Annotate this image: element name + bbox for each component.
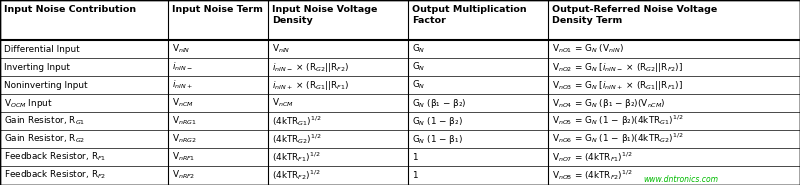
- Text: Output-Referred Noise Voltage
Density Term: Output-Referred Noise Voltage Density Te…: [552, 5, 718, 25]
- Text: V$_{nO5}$ = G$_N$ (1 − β₂)(4kTR$_{G1}$)$^{1/2}$: V$_{nO5}$ = G$_N$ (1 − β₂)(4kTR$_{G1}$)$…: [552, 114, 683, 128]
- Text: 1: 1: [412, 152, 418, 162]
- Text: V$_{nCM}$: V$_{nCM}$: [172, 97, 194, 109]
- Text: (4kTR$_{F1}$)$^{1/2}$: (4kTR$_{F1}$)$^{1/2}$: [272, 150, 321, 164]
- Text: G$_N$ (1 − β₁): G$_N$ (1 − β₁): [412, 132, 463, 145]
- Text: V$_{nRG2}$: V$_{nRG2}$: [172, 133, 197, 145]
- Text: $i_{nIN+}$ × (R$_{G1}$||R$_{F1}$): $i_{nIN+}$ × (R$_{G1}$||R$_{F1}$): [272, 78, 350, 92]
- Text: Inverting Input: Inverting Input: [4, 63, 70, 71]
- Text: G$_N$: G$_N$: [412, 43, 426, 55]
- Text: Gain Resistor, R$_{G1}$: Gain Resistor, R$_{G1}$: [4, 115, 85, 127]
- Text: $i_{nIN-}$: $i_{nIN-}$: [172, 61, 193, 73]
- Text: Feedback Resistor, R$_{F2}$: Feedback Resistor, R$_{F2}$: [4, 169, 106, 181]
- Text: Differential Input: Differential Input: [4, 45, 80, 53]
- Text: V$_{nO7}$ = (4kTR$_{F1}$)$^{1/2}$: V$_{nO7}$ = (4kTR$_{F1}$)$^{1/2}$: [552, 150, 633, 164]
- Text: G$_N$ (1 − β₂): G$_N$ (1 − β₂): [412, 115, 463, 127]
- Text: (4kTR$_{F2}$)$^{1/2}$: (4kTR$_{F2}$)$^{1/2}$: [272, 168, 321, 182]
- Text: $i_{nIN-}$ × (R$_{G2}$||R$_{F2}$): $i_{nIN-}$ × (R$_{G2}$||R$_{F2}$): [272, 60, 350, 73]
- Text: Feedback Resistor, R$_{F1}$: Feedback Resistor, R$_{F1}$: [4, 151, 106, 163]
- Text: V$_{nIN}$: V$_{nIN}$: [272, 43, 290, 55]
- Text: V$_{OCM}$ Input: V$_{OCM}$ Input: [4, 97, 53, 110]
- Text: V$_{nO2}$ = G$_N$ [$i_{nIN-}$ × (R$_{G2}$||R$_{F2}$)]: V$_{nO2}$ = G$_N$ [$i_{nIN-}$ × (R$_{G2}…: [552, 60, 683, 73]
- Text: V$_{nRF2}$: V$_{nRF2}$: [172, 169, 195, 181]
- Text: V$_{nO6}$ = G$_N$ (1 − β₁)(4kTR$_{G2}$)$^{1/2}$: V$_{nO6}$ = G$_N$ (1 − β₁)(4kTR$_{G2}$)$…: [552, 132, 683, 146]
- Text: V$_{nO1}$ = G$_N$ (V$_{nIN}$): V$_{nO1}$ = G$_N$ (V$_{nIN}$): [552, 43, 624, 55]
- Text: $i_{nIN+}$: $i_{nIN+}$: [172, 79, 193, 91]
- Text: Input Noise Contribution: Input Noise Contribution: [4, 5, 136, 14]
- Text: 1: 1: [412, 171, 418, 179]
- Text: V$_{nRF1}$: V$_{nRF1}$: [172, 151, 195, 163]
- Text: Noninverting Input: Noninverting Input: [4, 80, 88, 90]
- Text: V$_{nO3}$ = G$_N$ [$i_{nIN+}$ × (R$_{G1}$||R$_{F1}$)]: V$_{nO3}$ = G$_N$ [$i_{nIN+}$ × (R$_{G1}…: [552, 78, 683, 92]
- Text: V$_{nRG1}$: V$_{nRG1}$: [172, 115, 197, 127]
- Text: Input Noise Voltage
Density: Input Noise Voltage Density: [272, 5, 378, 25]
- Text: V$_{nIN}$: V$_{nIN}$: [172, 43, 190, 55]
- Text: V$_{nCM}$: V$_{nCM}$: [272, 97, 294, 109]
- Text: Output Multiplication
Factor: Output Multiplication Factor: [412, 5, 526, 25]
- Text: www.dntronics.com: www.dntronics.com: [644, 175, 718, 184]
- Text: V$_{nO4}$ = G$_N$ (β₁ − β₂)(V$_{nCM}$): V$_{nO4}$ = G$_N$ (β₁ − β₂)(V$_{nCM}$): [552, 97, 666, 110]
- Text: G$_N$: G$_N$: [412, 79, 426, 91]
- Text: G$_N$ (β₁ − β₂): G$_N$ (β₁ − β₂): [412, 97, 466, 110]
- Text: (4kTR$_{G1}$)$^{1/2}$: (4kTR$_{G1}$)$^{1/2}$: [272, 114, 322, 128]
- Text: Gain Resistor, R$_{G2}$: Gain Resistor, R$_{G2}$: [4, 133, 86, 145]
- Text: Input Noise Term: Input Noise Term: [172, 5, 263, 14]
- Text: V$_{nO8}$ = (4kTR$_{F2}$)$^{1/2}$: V$_{nO8}$ = (4kTR$_{F2}$)$^{1/2}$: [552, 168, 633, 182]
- Text: G$_N$: G$_N$: [412, 61, 426, 73]
- Text: (4kTR$_{G2}$)$^{1/2}$: (4kTR$_{G2}$)$^{1/2}$: [272, 132, 322, 146]
